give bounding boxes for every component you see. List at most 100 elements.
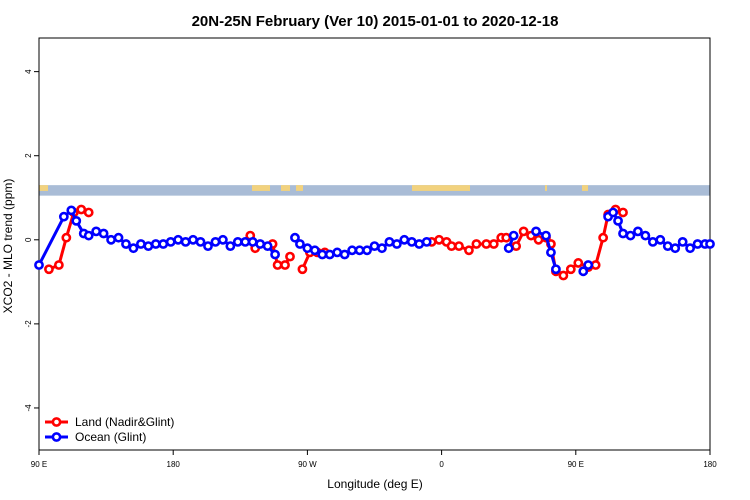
data-point xyxy=(272,260,283,270)
data-point xyxy=(173,234,184,245)
data-point xyxy=(565,264,576,275)
data-point xyxy=(203,241,213,252)
data-point xyxy=(83,207,94,218)
data-point xyxy=(255,239,266,249)
data-point xyxy=(590,260,601,270)
data-point xyxy=(377,243,387,254)
data-point xyxy=(332,247,343,258)
data-point xyxy=(270,249,280,260)
data-point xyxy=(454,241,464,252)
data-point xyxy=(608,207,618,218)
data-point xyxy=(76,204,87,215)
data-point xyxy=(324,249,335,260)
data-point xyxy=(434,234,445,245)
data-point xyxy=(121,239,131,249)
data-point xyxy=(339,249,350,260)
data-point xyxy=(677,236,688,247)
data-point xyxy=(143,241,154,252)
data-point xyxy=(647,236,658,247)
data-point xyxy=(625,230,636,241)
x-axis-title: Longitude (deg E) xyxy=(327,477,422,491)
chart-title: 20N-25N February (Ver 10) 2015-01-01 to … xyxy=(192,13,559,30)
data-point xyxy=(518,226,529,237)
data-point xyxy=(61,232,72,243)
series-ocean xyxy=(34,205,715,277)
legend-swatch-marker xyxy=(51,432,62,442)
data-point xyxy=(533,234,544,245)
data-point xyxy=(391,239,402,249)
data-point xyxy=(188,234,198,245)
x-tick-label: 180 xyxy=(703,460,717,469)
data-point xyxy=(290,232,300,243)
legend-label: Land (Nadir&Glint) xyxy=(75,415,174,429)
data-point xyxy=(503,243,514,254)
data-point xyxy=(295,239,305,249)
legend-label: Ocean (Glint) xyxy=(75,430,146,444)
data-point xyxy=(297,264,308,275)
data-point xyxy=(471,239,482,249)
data-point xyxy=(232,236,243,247)
data-point xyxy=(406,236,417,247)
data-point xyxy=(618,207,628,218)
y-tick-label: 2 xyxy=(24,153,33,158)
data-point xyxy=(613,215,623,226)
y-tick-label: -2 xyxy=(24,320,33,328)
data-point xyxy=(578,266,589,277)
map-land xyxy=(296,185,303,191)
data-point xyxy=(501,232,512,243)
y-axis-title: XCO2 - MLO trend (ppm) xyxy=(1,179,15,314)
data-point xyxy=(53,260,64,270)
data-point xyxy=(225,241,236,252)
data-point xyxy=(280,260,290,270)
data-point xyxy=(541,230,551,241)
data-point xyxy=(546,247,556,258)
map-land xyxy=(39,185,48,191)
data-point xyxy=(106,234,116,245)
data-point xyxy=(113,232,124,243)
x-tick-label: 90 W xyxy=(298,460,317,469)
legend-swatch-marker xyxy=(51,417,62,427)
data-point xyxy=(531,226,541,237)
data-point xyxy=(662,241,673,252)
data-point xyxy=(165,236,176,247)
data-point xyxy=(511,241,522,252)
data-point xyxy=(218,234,228,245)
data-point xyxy=(573,258,584,268)
data-point xyxy=(583,260,594,270)
x-tick-label: 0 xyxy=(439,460,444,469)
map-land xyxy=(582,185,588,191)
data-point xyxy=(618,228,628,239)
data-point xyxy=(362,245,372,256)
data-point xyxy=(692,239,703,249)
data-point xyxy=(158,239,169,249)
data-point xyxy=(91,226,102,237)
y-tick-label: 0 xyxy=(24,237,33,242)
data-point xyxy=(347,245,358,256)
data-point xyxy=(240,236,251,247)
data-point xyxy=(44,264,54,275)
map-land xyxy=(545,185,547,191)
data-point xyxy=(195,236,206,247)
data-point xyxy=(309,245,320,256)
data-point xyxy=(633,226,643,237)
series-line xyxy=(535,230,558,270)
x-tick-label: 90 E xyxy=(568,460,584,469)
legend: Land (Nadir&Glint)Ocean (Glint) xyxy=(45,415,174,444)
data-point xyxy=(384,236,395,247)
data-point xyxy=(247,236,258,247)
data-point xyxy=(558,270,569,281)
data-point xyxy=(71,215,82,226)
x-tick-label: 180 xyxy=(167,460,181,469)
data-point xyxy=(488,239,499,249)
x-tick-label: 90 E xyxy=(31,460,47,469)
data-point xyxy=(508,230,519,241)
map-ocean xyxy=(39,185,710,196)
data-point xyxy=(598,232,609,243)
data-point xyxy=(302,243,313,254)
data-point xyxy=(399,234,410,245)
data-point xyxy=(705,239,715,249)
y-tick-label: 4 xyxy=(24,69,33,74)
data-point xyxy=(285,251,295,262)
y-tick-label: -4 xyxy=(24,404,33,412)
